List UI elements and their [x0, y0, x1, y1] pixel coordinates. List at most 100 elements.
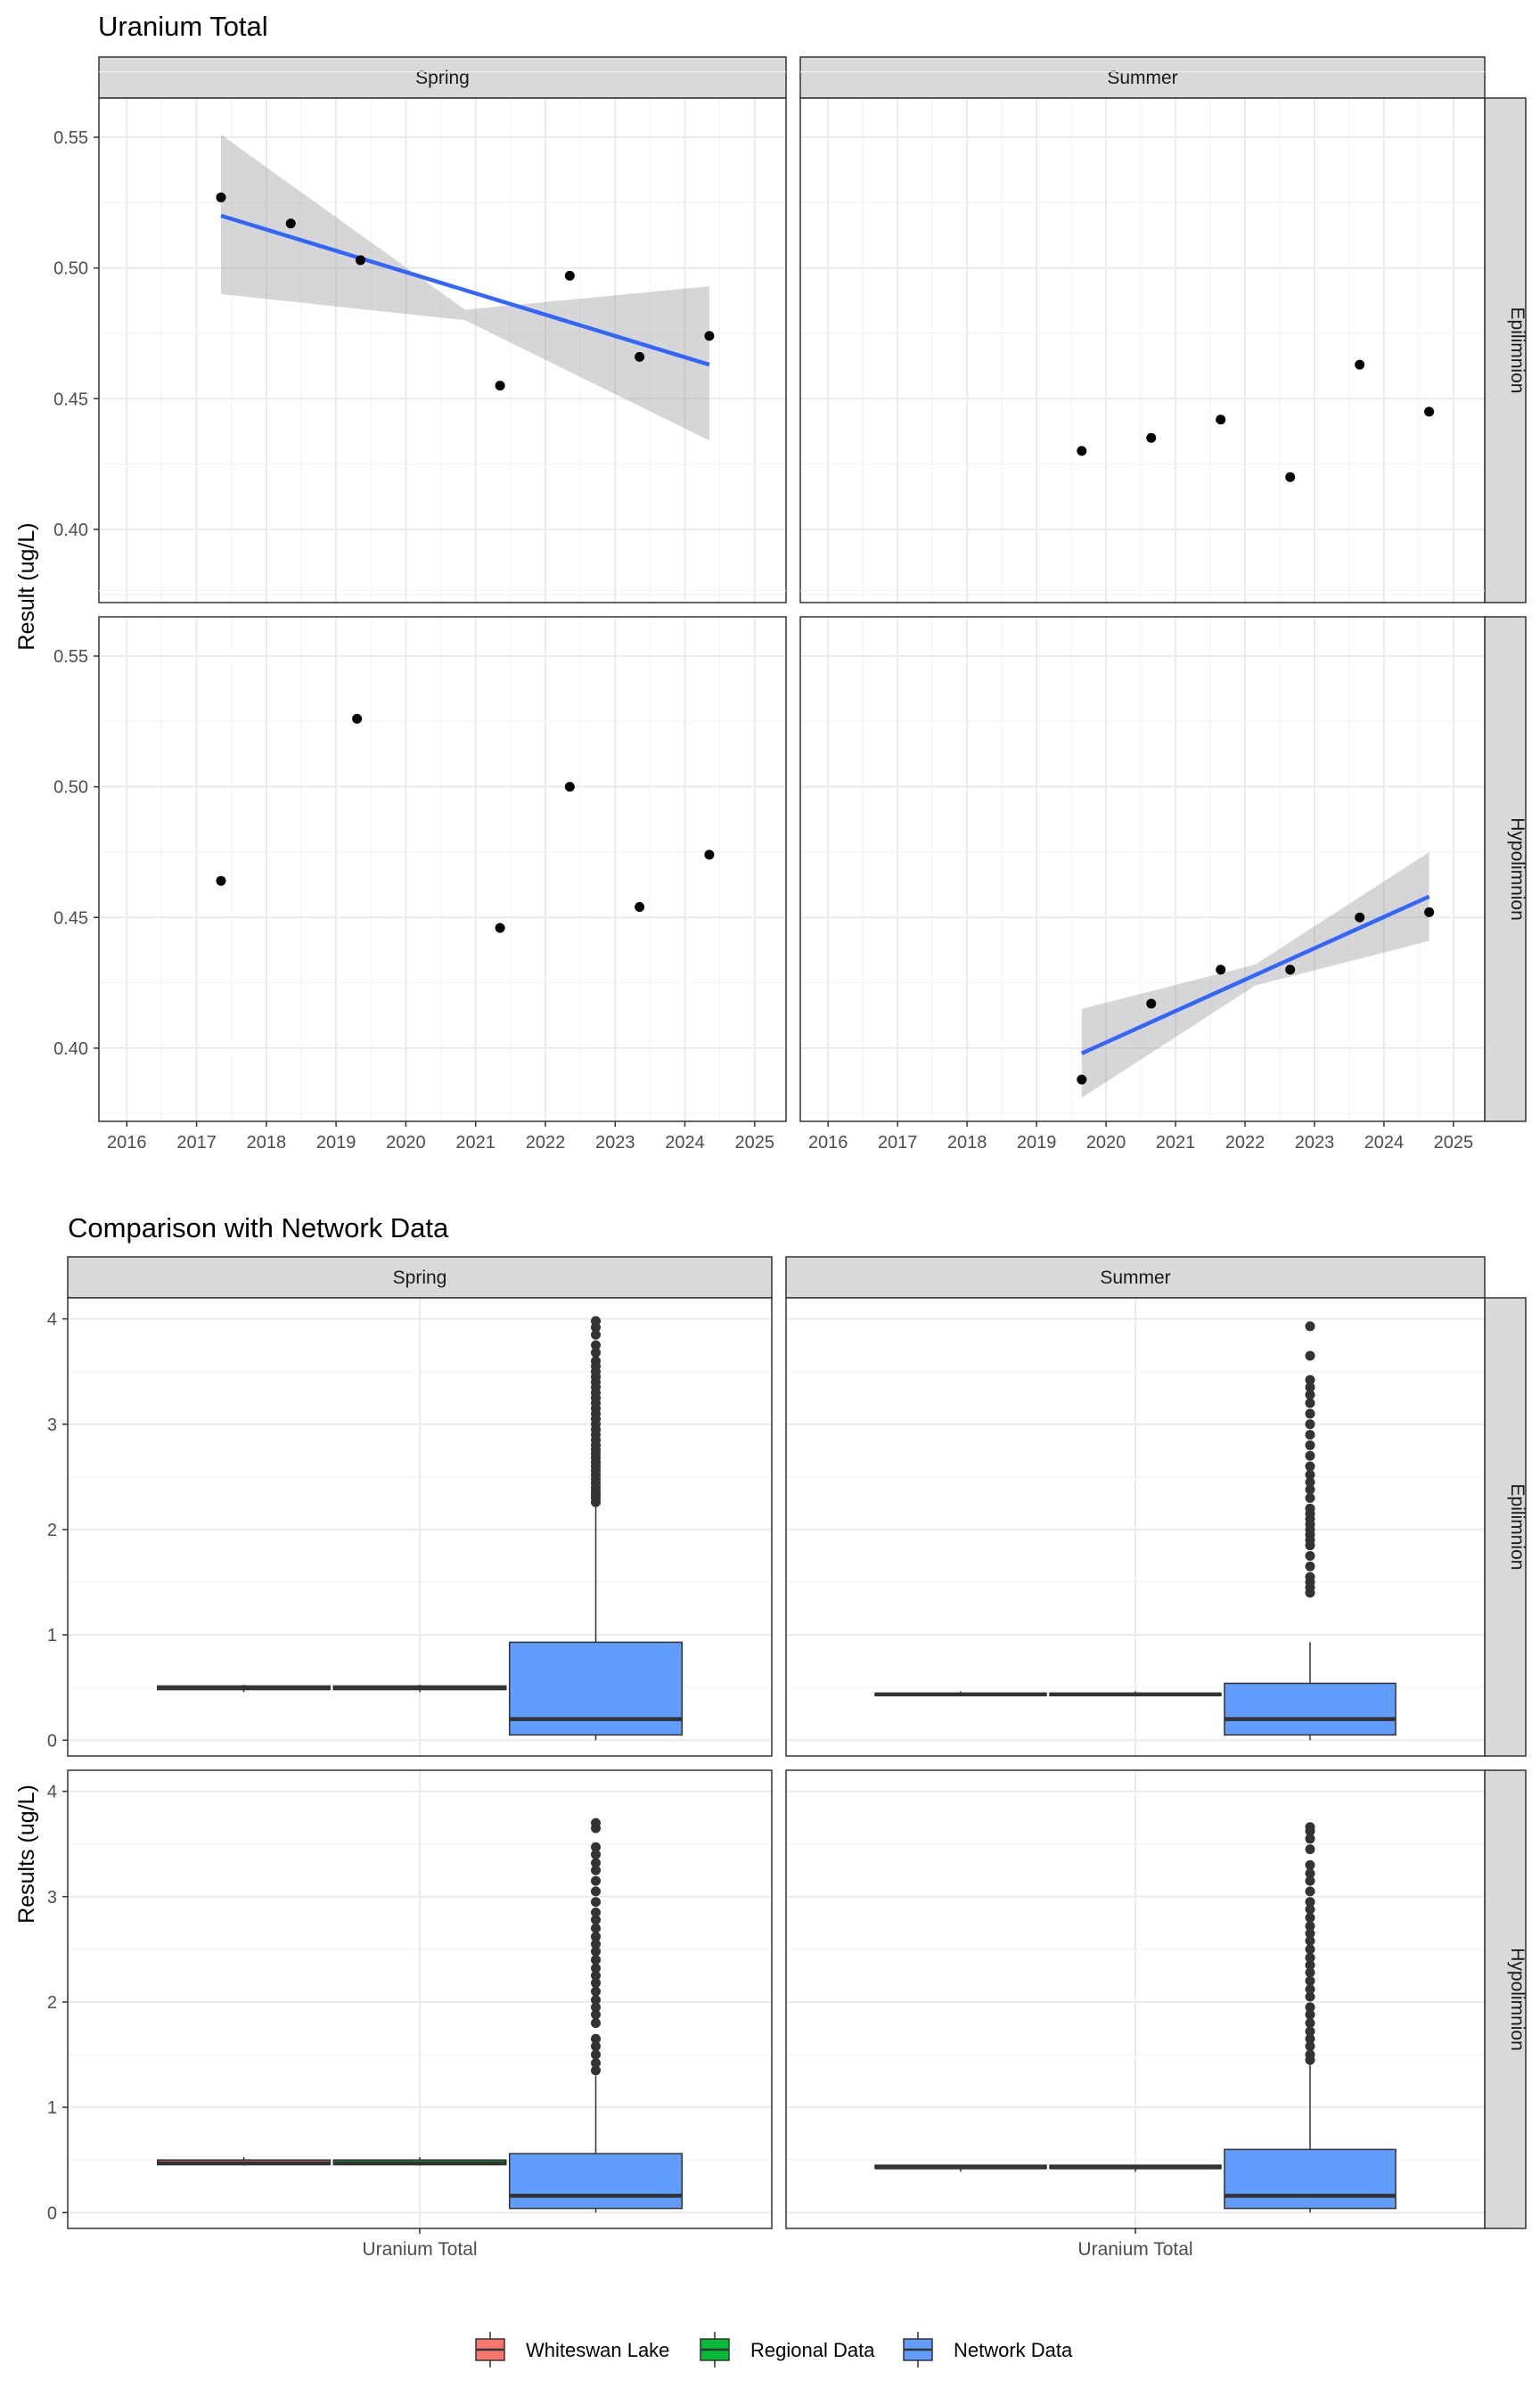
- chart1-title: Uranium Total: [98, 11, 268, 42]
- outlier-point: [591, 1850, 601, 1860]
- facet-strip-hypolimnion: [1484, 1769, 1527, 2229]
- box-whiteswan-lake: [156, 1685, 332, 1693]
- outlier-point: [1305, 2018, 1315, 2029]
- panel-summer-epilimnion: [799, 71, 1486, 603]
- y-tick-label: 3: [47, 1888, 57, 1908]
- x-tick-label: 2016: [107, 1133, 147, 1153]
- facet-strip-label-summer: Summer: [1107, 68, 1177, 88]
- data-point: [1077, 1074, 1087, 1085]
- data-point: [285, 218, 296, 229]
- legend-item-network-data: Network Data: [903, 2332, 1073, 2367]
- outlier-point: [591, 2057, 601, 2068]
- y-tick-label: 0.45: [53, 390, 88, 409]
- outlier-point: [591, 2065, 601, 2076]
- outlier-point: [591, 1858, 601, 1868]
- outlier-point: [1305, 1550, 1315, 1561]
- outlier-point: [1305, 1991, 1315, 2002]
- outlier-point: [1305, 1450, 1315, 1461]
- panel-background: [99, 617, 786, 1121]
- outlier-point: [591, 1915, 601, 1925]
- y-tick-label: 0.55: [53, 647, 88, 667]
- x-tick-label: 2020: [1086, 1133, 1126, 1153]
- outlier-point: [591, 1886, 601, 1897]
- outlier-point: [1305, 1984, 1315, 1995]
- box-network-data: [1224, 1822, 1397, 2213]
- trend-chart: Spring SummerEpilimnionHypolimnion0.400.4…: [53, 56, 1528, 1153]
- trend-line: [1080, 894, 1430, 1055]
- outlier-point: [1305, 1493, 1315, 1504]
- panel-border: [785, 1297, 1486, 1757]
- x-tick-label: 2019: [1017, 1133, 1057, 1153]
- outlier-point: [1305, 1834, 1315, 1844]
- panel-spring-epilimnion: 0.40 0.45 0.50 0.55: [53, 71, 787, 603]
- legend-item-whiteswan-lake: Whiteswan Lake: [475, 2332, 669, 2367]
- outlier-point: [1305, 1886, 1315, 1897]
- outlier-point: [1305, 1875, 1315, 1886]
- outlier-point: [1305, 2041, 1315, 2052]
- facet-strip-epilimnion: [1484, 1297, 1527, 1757]
- outlier-point: [1305, 1374, 1315, 1385]
- outlier-point: [591, 1970, 601, 1981]
- panel-summer-epilimnion: [785, 1297, 1486, 1757]
- data-point: [495, 381, 505, 391]
- outlier-point: [591, 1986, 601, 1997]
- outlier-point: [1305, 1859, 1315, 1870]
- panel-spring-epilimnion: 0 1 2 3 4: [47, 1297, 773, 1757]
- outlier-point: [1305, 1921, 1315, 1932]
- outlier-point: [591, 1356, 601, 1366]
- outlier-point: [591, 1329, 601, 1340]
- outlier-point: [1305, 1960, 1315, 1971]
- outlier-point: [1305, 1408, 1315, 1419]
- x-tick-label: 2022: [1225, 1133, 1266, 1153]
- box-network-data: [508, 1818, 684, 2213]
- data-point: [216, 192, 226, 202]
- outlier-point: [591, 1955, 601, 1965]
- y-tick-label: 4: [47, 1310, 57, 1330]
- outlier-point: [1305, 1477, 1315, 1488]
- facet-strip-label-summer: Summer: [1100, 1268, 1170, 1288]
- x-tick-label: 2024: [665, 1133, 705, 1153]
- y-tick-label: 0.50: [53, 259, 88, 279]
- outlier-point: [1305, 1398, 1315, 1408]
- panel-background: [99, 98, 786, 603]
- outlier-point: [1305, 1350, 1315, 1361]
- outlier-point: [1305, 1952, 1315, 1963]
- data-point: [635, 351, 645, 362]
- facet-strip-label-epilimnion: Epilimnion: [1507, 308, 1528, 394]
- outlier-point: [1305, 1822, 1315, 1833]
- legend-label-network-data: Network Data: [954, 2339, 1073, 2361]
- panel-spring-hypolimnion: 0.40 0.45 0.50 0.55 2016 2017 2018 2019 2020 2021…: [53, 590, 787, 1153]
- outlier-point: [591, 1946, 601, 1957]
- data-point: [1424, 406, 1435, 417]
- x-tick-label: 2023: [595, 1133, 635, 1153]
- box-whiteswan-lake: [156, 2157, 332, 2166]
- legend-label-whiteswan-lake: Whiteswan Lake: [526, 2339, 669, 2361]
- box-network-data: [1224, 1321, 1397, 1741]
- chart1-y-axis-label: Result (ug/L): [14, 522, 39, 650]
- data-point: [704, 849, 715, 860]
- x-tick-label: 2019: [316, 1133, 356, 1153]
- outlier-point: [1305, 1935, 1315, 1946]
- panel-background: [800, 617, 1485, 1121]
- x-tick-label: 2021: [1156, 1133, 1196, 1153]
- box-body: [508, 2153, 684, 2210]
- outlier-point: [1305, 1440, 1315, 1450]
- panel-border: [799, 616, 1486, 1122]
- x-tick-label: 2021: [455, 1133, 496, 1153]
- panel-summer-hypolimnion: Uranium Total: [785, 1769, 1486, 2260]
- facet-strip-hypolimnion: [1484, 616, 1527, 1122]
- chart2-title: Comparison with Network Data: [68, 1212, 449, 1243]
- outlier-point: [591, 1842, 601, 1852]
- box-whiteswan-lake: [874, 2164, 1047, 2172]
- outlier-point: [591, 2009, 601, 2020]
- outlier-point: [591, 1995, 601, 2006]
- x-tick-label: 2018: [247, 1133, 287, 1153]
- outlier-point: [1305, 1470, 1315, 1481]
- box-body: [1224, 1682, 1397, 1736]
- x-tick-label: 2025: [735, 1133, 775, 1153]
- data-point: [356, 255, 366, 266]
- outlier-point: [591, 1316, 601, 1326]
- outlier-point: [1305, 1868, 1315, 1879]
- facet-strip-spring: [98, 56, 787, 99]
